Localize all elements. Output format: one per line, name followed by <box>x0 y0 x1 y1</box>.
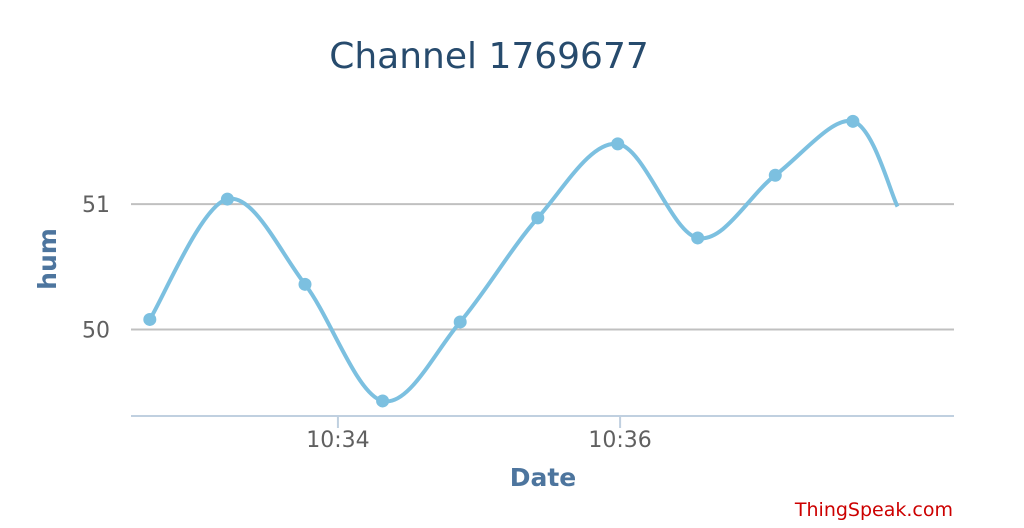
y-axis: 50 51 <box>82 193 110 343</box>
x-tick-label: 10:34 <box>306 428 369 453</box>
data-point <box>531 211 545 225</box>
data-point <box>611 137 625 151</box>
y-tick-label: 50 <box>82 318 110 343</box>
chart-title: Channel 1769677 <box>329 36 649 77</box>
series-hum <box>143 114 900 408</box>
data-point <box>846 114 860 128</box>
credit-link[interactable]: ThingSpeak.com <box>794 499 953 521</box>
data-point <box>453 315 467 329</box>
data-point <box>691 231 705 245</box>
data-point <box>220 192 234 206</box>
series-line <box>148 118 900 404</box>
data-point <box>768 168 782 182</box>
data-point <box>143 312 157 326</box>
y-tick-label: 51 <box>82 193 110 218</box>
y-axis-title: hum <box>33 228 62 290</box>
data-point <box>298 277 312 291</box>
grid-lines <box>131 203 954 331</box>
data-point <box>376 394 390 408</box>
x-axis: 10:34 10:36 <box>131 415 954 453</box>
x-axis-title: Date <box>510 463 577 492</box>
x-tick-label: 10:36 <box>588 428 651 453</box>
